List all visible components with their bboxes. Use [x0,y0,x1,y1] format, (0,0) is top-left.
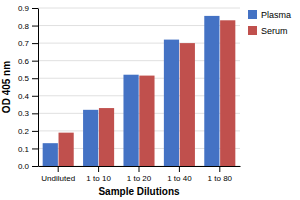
tick-label: 0.4 [18,92,30,101]
tick-mark [32,96,38,97]
legend-label: Plasma [261,10,291,20]
tick-mark [32,131,38,132]
bar [59,133,74,166]
tick-label: 0.8 [18,22,30,31]
y-tick: 0.8 [18,22,38,31]
legend-item: Serum [248,26,288,36]
bars [43,16,236,166]
tick-label: 0.5 [18,74,30,83]
tick-label: 1 to 80 [208,174,233,183]
tick-label: 0.7 [18,39,30,48]
tick-mark [32,166,38,167]
tick-label: 1 to 40 [167,174,192,183]
chart: 0.0 0.1 0.2 0.3 0.4 0.5 0.6 0.7 0.8 0.9 Undiluted 1… [0,0,300,200]
bar-series [43,16,220,166]
bar [43,143,58,166]
x-axis-title: Sample Dilutions [98,186,180,197]
tick-mark [179,166,180,172]
y-tick: 0.2 [18,127,38,136]
tick-label: 0.6 [18,57,30,66]
tick-label: 0.2 [18,127,30,136]
x-tick: 1 to 80 [208,166,233,183]
legend-item: Plasma [248,10,291,20]
tick-label: 0.1 [18,145,30,154]
bar [123,75,138,166]
bar [99,108,114,166]
tick-mark [32,148,38,149]
legend-swatch [248,10,257,19]
legend-label: Serum [261,26,288,36]
tick-mark [219,166,220,172]
y-tick: 0.1 [18,145,38,154]
tick-label: 1 to 20 [127,174,152,183]
x-axis: Undiluted 1 to 10 1 to 20 1 to 40 1 to 80 [39,166,241,183]
bar [164,40,179,166]
bar [83,110,98,166]
bar [139,76,154,166]
tick-mark [98,166,99,172]
tick-label: 0.3 [18,109,30,118]
tick-mark [58,166,59,172]
x-tick: 1 to 10 [86,166,111,183]
y-axis-title: OD 405 nm [1,61,12,113]
legend: Plasma Serum [248,10,291,36]
grid-line [38,8,240,9]
grid [38,8,240,166]
tick-mark [32,43,38,44]
tick-label: 0.0 [18,162,30,171]
bar [180,43,195,166]
x-tick: 1 to 40 [167,166,192,183]
tick-mark [32,61,38,62]
tick-mark [139,166,140,172]
x-tick: 1 to 20 [127,166,152,183]
x-tick: Undiluted [41,166,75,183]
plot: 0.0 0.1 0.2 0.3 0.4 0.5 0.6 0.7 0.8 0.9 Undiluted 1… [18,4,241,183]
legend-swatch [248,26,257,35]
tick-mark [32,113,38,114]
y-tick: 0.7 [18,39,38,48]
tick-label: 0.9 [18,4,30,13]
y-axis: 0.0 0.1 0.2 0.3 0.4 0.5 0.6 0.7 0.8 0.9 [18,4,39,171]
bar-series [59,20,236,166]
y-tick: 0.3 [18,109,38,118]
y-tick: 0.6 [18,57,38,66]
tick-label: Undiluted [41,174,75,183]
tick-mark [32,26,38,27]
tick-label: 1 to 10 [86,174,111,183]
tick-mark [32,78,38,79]
bar [204,16,219,166]
y-tick: 0.0 [18,162,38,171]
y-tick: 0.5 [18,74,38,83]
bar [220,20,235,166]
tick-mark [32,8,38,9]
axis-line [38,9,39,167]
y-tick: 0.4 [18,92,38,101]
y-tick: 0.9 [18,4,38,13]
